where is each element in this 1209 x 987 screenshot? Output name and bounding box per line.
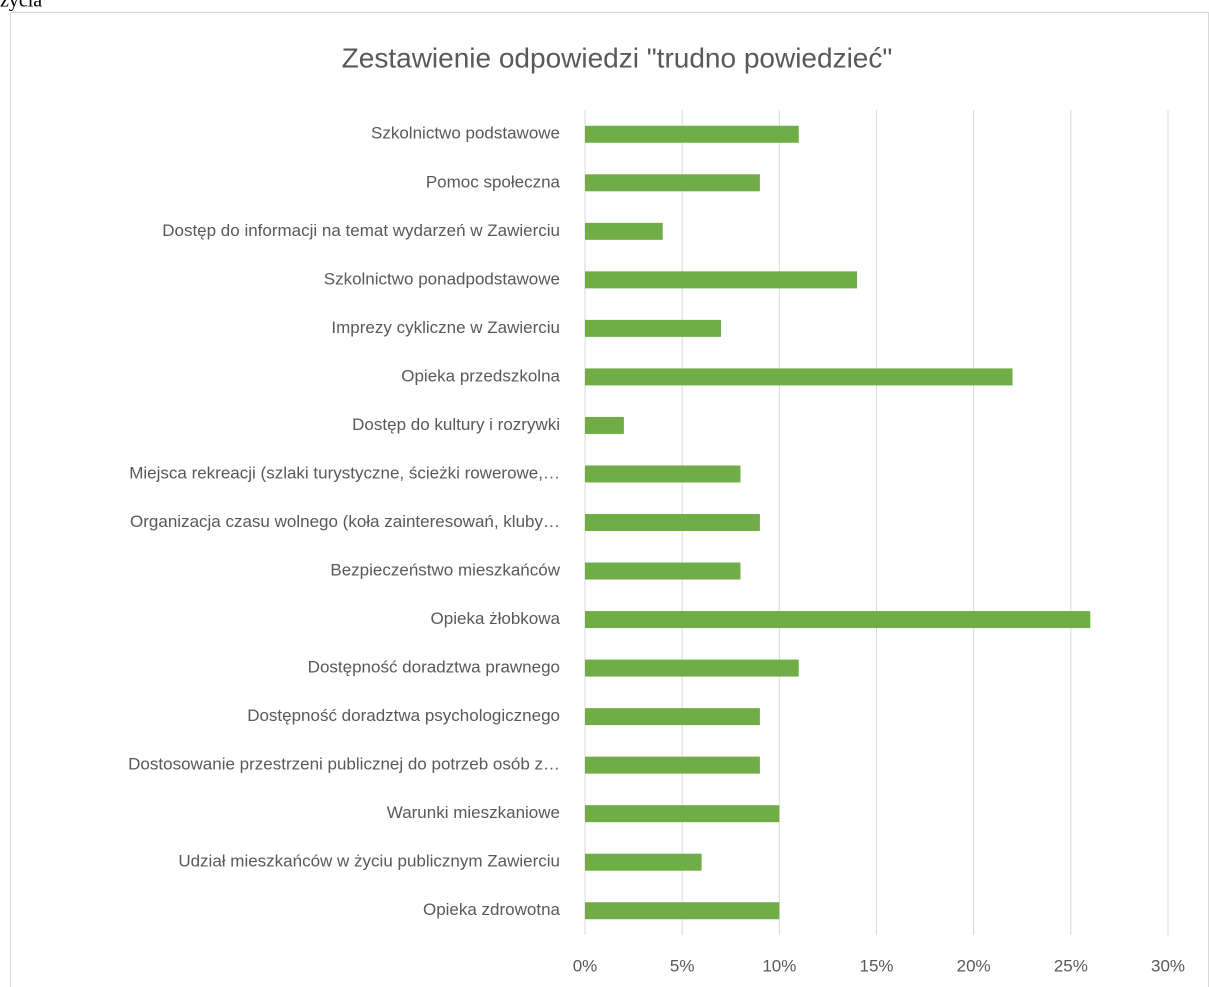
x-tick-label: 15%: [859, 956, 893, 975]
y-tick-label: Udział mieszkańców w życiu publicznym Za…: [178, 852, 560, 871]
x-tick-label: 25%: [1054, 956, 1088, 975]
bar: [585, 319, 722, 337]
y-tick-label: Miejsca rekreacji (szlaki turystyczne, ś…: [129, 463, 560, 482]
bar: [585, 902, 780, 920]
bar: [585, 853, 702, 871]
x-tick-label: 30%: [1151, 956, 1185, 975]
bar: [585, 514, 760, 531]
x-tick-label: 20%: [957, 956, 991, 975]
y-tick-label: Dostępność doradztwa prawnego: [308, 658, 560, 677]
y-tick-label: Dostosowanie przestrzeni publicznej do p…: [128, 755, 560, 774]
x-tick-label: 0%: [573, 956, 598, 975]
bar: [585, 271, 858, 289]
bar: [585, 416, 624, 434]
bar: [585, 174, 760, 192]
bar: [585, 611, 1091, 629]
bar: [585, 708, 760, 726]
y-tick-label: Dostępność doradztwa psychologicznego: [247, 706, 560, 725]
y-tick-label: Imprezy cykliczne w Zawierciu: [331, 318, 560, 337]
bar: [585, 659, 799, 677]
y-tick-label: Warunki mieszkaniowe: [387, 803, 560, 822]
y-tick-label: Opieka żłobkowa: [431, 609, 561, 628]
y-tick-label: Szkolnictwo podstawowe: [371, 124, 560, 143]
y-tick-label: Opieka przedszkolna: [401, 366, 560, 385]
y-tick-label: Dostęp do informacji na temat wydarzeń w…: [162, 221, 560, 240]
y-tick-label: Dostęp do kultury i rozrywki: [352, 415, 560, 434]
caption: życia: [0, 0, 42, 12]
bar: [585, 756, 760, 774]
y-tick-label: Pomoc społeczna: [426, 172, 561, 191]
bar: [585, 805, 780, 823]
x-tick-label: 5%: [670, 956, 695, 975]
bar: [585, 125, 799, 143]
y-tick-label: Organizacja czasu wolnego (koła zaintere…: [130, 512, 560, 531]
bar: [585, 368, 1013, 386]
chart-frame: [10, 12, 1209, 987]
x-tick-label: 10%: [762, 956, 796, 975]
y-tick-label: Opieka zdrowotna: [423, 900, 561, 919]
bar: [585, 562, 741, 580]
y-tick-label: Bezpieczeństwo mieszkańców: [330, 561, 560, 580]
bar: [585, 465, 741, 483]
chart-title: Zestawienie odpowiedzi "trudno powiedzie…: [342, 42, 893, 73]
y-tick-label: Szkolnictwo ponadpodstawowe: [324, 269, 560, 288]
bar: [585, 222, 663, 240]
